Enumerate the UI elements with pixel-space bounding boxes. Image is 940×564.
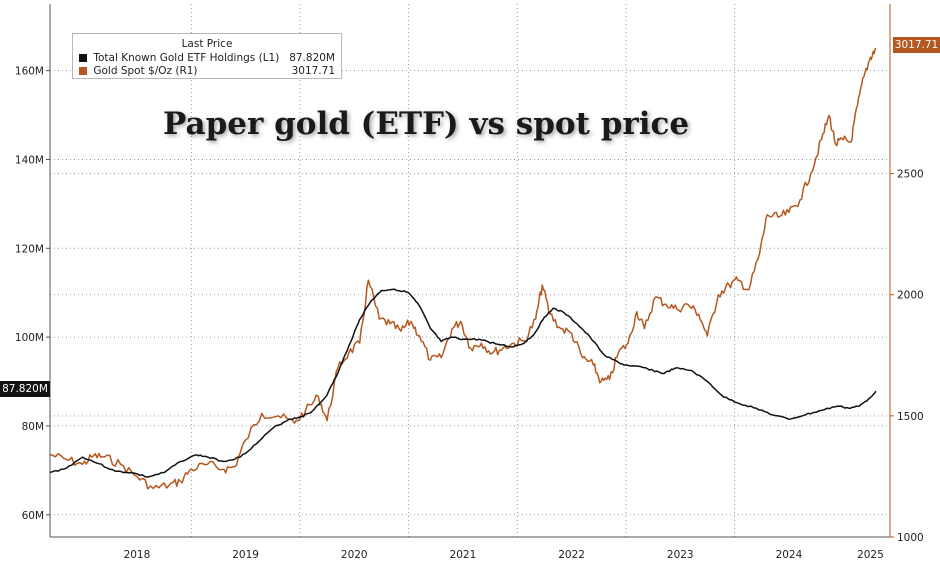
left-tick-label-1: 80M — [22, 421, 44, 433]
series-layer — [49, 47, 877, 490]
legend-swatch-spot — [79, 67, 87, 75]
legend-swatch-etf — [79, 54, 87, 62]
left-tick-label-4: 140M — [15, 154, 44, 166]
x-tick-label-3: 2021 — [450, 549, 477, 561]
left-tick-label-2: 100M — [15, 332, 44, 344]
legend-label-spot: Gold Spot $/Oz (R1) — [93, 65, 198, 77]
x-tick-label-4: 2022 — [558, 549, 585, 561]
grid-layer — [50, 4, 890, 538]
left-tick-label-0: 60M — [22, 510, 44, 522]
gold-spot-line — [49, 47, 877, 490]
x-tick-label-2: 2020 — [341, 549, 368, 561]
x-tick-label-6: 2024 — [776, 549, 803, 561]
x-tick-label-7: 2025 — [857, 549, 884, 561]
legend-value-spot: 3017.71 — [291, 65, 335, 77]
right-tick-label-2: 2000 — [897, 290, 924, 302]
right-tick-label-0: 1000 — [897, 532, 924, 544]
legend-entry-etf: Total Known Gold ETF Holdings (L1) 87.82… — [79, 52, 335, 65]
chart-title: Paper gold (ETF) vs spot price — [163, 106, 690, 142]
left-tick-label-3: 120M — [15, 243, 44, 255]
etf-holdings-line — [49, 288, 877, 478]
axis-layer: 60M 80M 100M 120M 140M 160M 1000 1500 2000 2500 20… — [15, 4, 924, 561]
right-tick-label-3: 2500 — [897, 169, 924, 181]
legend-heading: Last Price — [181, 38, 233, 50]
x-tick-label-0: 2018 — [124, 549, 151, 561]
legend-label-etf: Total Known Gold ETF Holdings (L1) — [93, 52, 280, 64]
chart-legend: Last Price Total Known Gold ETF Holdings… — [72, 33, 342, 79]
spot-last-value-badge: 3017.71 — [893, 37, 940, 53]
legend-value-etf: 87.820M — [289, 52, 335, 64]
x-tick-label-5: 2023 — [667, 549, 694, 561]
legend-entry-spot: Gold Spot $/Oz (R1) 3017.71 — [79, 65, 335, 78]
right-tick-label-1: 1500 — [897, 411, 924, 423]
left-tick-label-5: 160M — [15, 66, 44, 78]
x-tick-label-1: 2019 — [232, 549, 259, 561]
etf-last-value-badge: 87.820M — [0, 381, 50, 397]
